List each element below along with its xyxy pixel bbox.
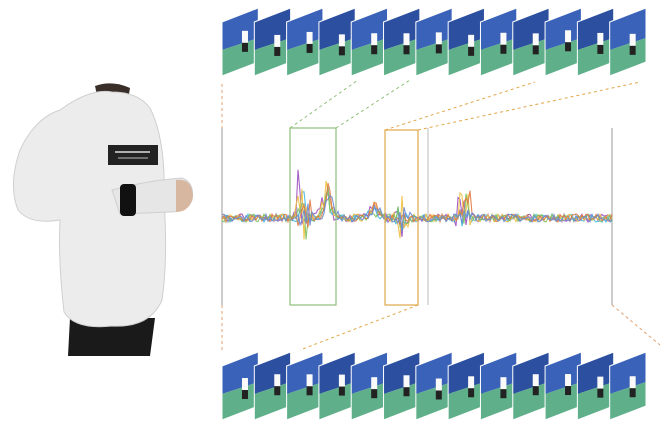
video-frame <box>351 352 387 420</box>
player <box>436 378 442 390</box>
player-legs <box>242 43 248 52</box>
player <box>307 374 313 386</box>
person <box>13 83 193 356</box>
player <box>371 377 377 389</box>
player <box>339 34 345 46</box>
video-frame <box>545 8 581 76</box>
player-legs <box>371 45 377 54</box>
player <box>565 30 571 42</box>
player <box>533 374 539 386</box>
connector <box>418 82 640 130</box>
signal-panel <box>222 128 612 305</box>
video-frame <box>416 352 452 420</box>
player-legs <box>597 45 603 54</box>
player-legs <box>565 386 571 395</box>
player <box>500 33 506 45</box>
figure <box>0 0 663 428</box>
video-frame <box>416 8 452 76</box>
video-frame <box>513 352 549 420</box>
player <box>533 33 539 45</box>
player <box>630 376 636 388</box>
shirt-print <box>108 145 158 165</box>
signal-trace <box>222 170 612 237</box>
player <box>339 375 345 387</box>
video-frame <box>254 352 290 420</box>
player <box>468 35 474 47</box>
video-frame <box>384 352 420 420</box>
player-legs <box>339 387 345 396</box>
player-legs <box>500 389 506 398</box>
signal-trace <box>222 196 612 230</box>
video-frame <box>222 352 258 420</box>
player-legs <box>630 388 636 397</box>
player <box>274 374 280 386</box>
video-frame <box>577 352 613 420</box>
video-frame <box>254 8 290 76</box>
player-legs <box>500 45 506 54</box>
player-legs <box>630 46 636 55</box>
player-legs <box>533 45 539 54</box>
player-legs <box>404 45 410 54</box>
player <box>404 33 410 45</box>
video-frame <box>351 8 387 76</box>
player-legs <box>274 47 280 56</box>
video-frame <box>319 352 355 420</box>
player-legs <box>436 390 442 399</box>
player-legs <box>597 389 603 398</box>
video-frame <box>384 8 420 76</box>
player-legs <box>565 42 571 51</box>
player-legs <box>339 46 345 55</box>
signal-trace <box>222 192 612 230</box>
smartwatch <box>120 184 136 216</box>
player <box>500 377 506 389</box>
video-frame <box>610 352 646 420</box>
video-frame <box>448 352 484 420</box>
player <box>404 375 410 387</box>
video-strip-top <box>222 8 646 76</box>
video-frame <box>448 8 484 76</box>
video-frame <box>545 352 581 420</box>
video-frame <box>319 8 355 76</box>
connector <box>300 305 418 350</box>
player-legs <box>274 386 280 395</box>
player <box>242 378 248 390</box>
player <box>242 31 248 43</box>
player-legs <box>371 389 377 398</box>
connector <box>336 80 410 128</box>
player-legs <box>242 390 248 399</box>
player <box>630 34 636 46</box>
connector <box>612 305 660 345</box>
player <box>468 376 474 388</box>
signals <box>222 170 612 240</box>
player <box>274 35 280 47</box>
player <box>307 32 313 44</box>
player-legs <box>436 44 442 53</box>
player-legs <box>468 47 474 56</box>
player <box>597 33 603 45</box>
player-legs <box>533 386 539 395</box>
video-frame <box>480 352 516 420</box>
video-frame <box>287 8 323 76</box>
video-frame <box>513 8 549 76</box>
video-strip-bottom <box>222 352 646 420</box>
player <box>436 32 442 44</box>
player-legs <box>404 387 410 396</box>
connector <box>385 82 535 130</box>
video-frame <box>610 8 646 76</box>
video-frame <box>222 8 258 76</box>
player-legs <box>307 44 313 53</box>
signal-trace <box>222 187 612 240</box>
video-frame <box>287 352 323 420</box>
video-frame <box>577 8 613 76</box>
signal-trace <box>222 181 612 239</box>
video-frame <box>480 8 516 76</box>
player-legs <box>468 388 474 397</box>
player <box>371 33 377 45</box>
player <box>597 377 603 389</box>
player-legs <box>307 386 313 395</box>
player <box>565 374 571 386</box>
